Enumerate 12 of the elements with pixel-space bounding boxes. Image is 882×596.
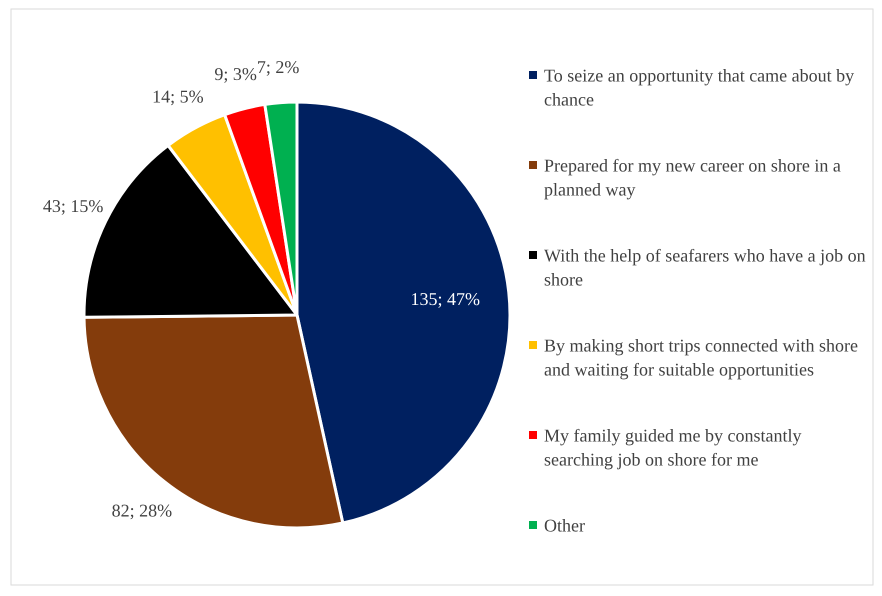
data-label: 82; 28% (112, 500, 172, 520)
legend-label: My family guided me by constantly searching job on shore for me (544, 425, 802, 470)
legend-label: Other (544, 515, 585, 536)
legend-label: Prepared for my new career on shore in a planned way (544, 155, 841, 200)
legend-label: With the help of seafarers who have a job on shore (544, 245, 866, 290)
data-label: 7; 2% (256, 56, 300, 77)
data-label: 135; 47% (410, 289, 480, 310)
data-label: 14; 5% (152, 86, 204, 106)
legend-label: To seize an opportunity that came about by chance (544, 65, 854, 110)
legend-label: By making short trips connected with shore and waiting for suitable opportunities (544, 335, 858, 380)
data-label: 43; 15% (42, 196, 104, 216)
data-label: 9; 3% (214, 64, 257, 84)
